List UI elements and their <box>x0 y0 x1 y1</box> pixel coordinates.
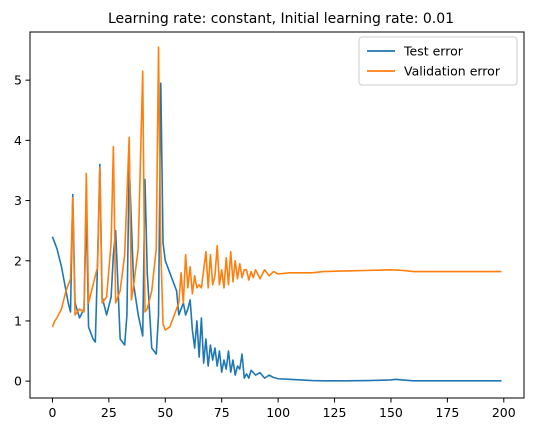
legend: Test error Validation error <box>358 36 518 86</box>
x-tick-label: 200 <box>492 405 516 420</box>
x-tick-label: 100 <box>266 405 290 420</box>
y-tick-label: 3 <box>14 193 22 208</box>
y-tick-label: 5 <box>14 73 22 88</box>
plot-lines <box>51 46 502 382</box>
x-tick-label: 75 <box>214 405 230 420</box>
y-tick-label: 0 <box>14 374 22 389</box>
x-tick-label: 125 <box>323 405 347 420</box>
x-tick-label: 25 <box>101 405 117 420</box>
y-axis-ticks: 0 1 2 3 4 5 <box>14 73 30 389</box>
legend-label: Test error <box>403 44 464 59</box>
y-tick-label: 2 <box>14 253 22 268</box>
series-line-validation-error <box>51 46 502 331</box>
y-tick-label: 1 <box>14 313 22 328</box>
y-tick-label: 4 <box>14 133 22 148</box>
x-tick-label: 50 <box>157 405 173 420</box>
plot-frame <box>29 31 525 399</box>
x-tick-label: 0 <box>48 405 56 420</box>
x-tick-label: 150 <box>379 405 403 420</box>
chart-title: Learning rate: constant, Initial learnin… <box>108 11 454 27</box>
legend-box <box>358 36 518 86</box>
legend-label: Validation error <box>404 64 501 79</box>
x-tick-label: 175 <box>435 405 459 420</box>
x-axis-ticks: 0 25 50 75 100 125 150 175 200 <box>48 398 516 420</box>
